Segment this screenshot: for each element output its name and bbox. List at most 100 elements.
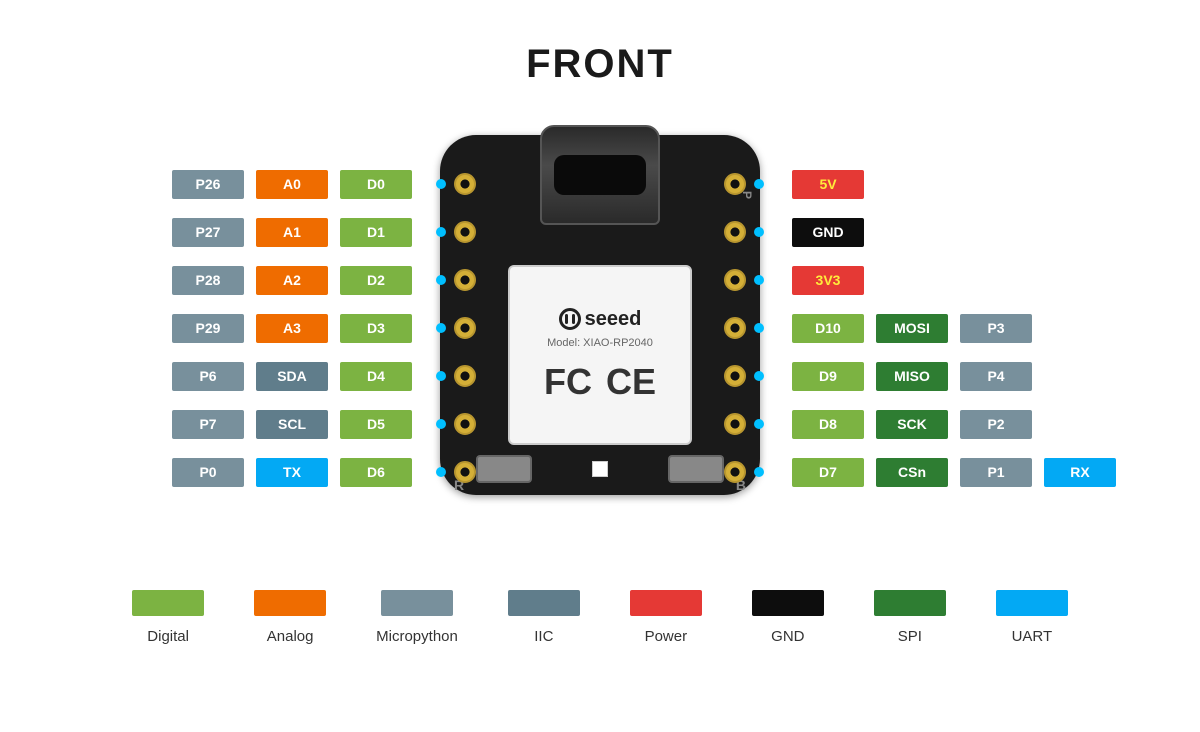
legend-label: Power: [645, 628, 688, 645]
legend-swatch-uart: [996, 590, 1068, 616]
pin-hole-right-0: [724, 173, 746, 195]
page-title: FRONT: [0, 42, 1200, 87]
legend-item-iic: IIC: [508, 590, 580, 645]
legend-swatch-iic: [508, 590, 580, 616]
pin-tag-p29: P29: [172, 314, 244, 343]
pin-tag-p4: P4: [960, 362, 1032, 391]
brand-text: seeed: [585, 308, 642, 331]
legend-swatch-digital: [132, 590, 204, 616]
pin-tag-d7: D7: [792, 458, 864, 487]
pin-tag-d8: D8: [792, 410, 864, 439]
seeed-logo: seeed: [559, 308, 642, 331]
pin-tag-d4: D4: [340, 362, 412, 391]
pin-hole-right-4: [724, 365, 746, 387]
pin-indicator-right-2: [754, 275, 764, 285]
pin-indicator-right-3: [754, 323, 764, 333]
pin-tag-p3: P3: [960, 314, 1032, 343]
pin-tag-miso: MISO: [876, 362, 948, 391]
pin-hole-left-2: [454, 269, 476, 291]
pin-hole-right-5: [724, 413, 746, 435]
rgb-led: [592, 461, 608, 477]
pin-tag-d10: D10: [792, 314, 864, 343]
model-text: Model: XIAO-RP2040: [547, 337, 653, 349]
pin-tag-p7: P7: [172, 410, 244, 439]
legend-item-spi: SPI: [874, 590, 946, 645]
pin-indicator-left-6: [436, 467, 446, 477]
pin-tag-p28: P28: [172, 266, 244, 295]
legend-swatch-spi: [874, 590, 946, 616]
pin-hole-left-1: [454, 221, 476, 243]
pin-tag-rx: RX: [1044, 458, 1116, 487]
pin-tag-csn: CSn: [876, 458, 948, 487]
pin-tag-5v: 5V: [792, 170, 864, 199]
pin-tag-p26: P26: [172, 170, 244, 199]
pin-tag-sck: SCK: [876, 410, 948, 439]
legend-item-uart: UART: [996, 590, 1068, 645]
pin-tag-d0: D0: [340, 170, 412, 199]
pin-hole-left-3: [454, 317, 476, 339]
pin-tag-a0: A0: [256, 170, 328, 199]
legend-item-gnd: GND: [752, 590, 824, 645]
pin-hole-left-6: [454, 461, 476, 483]
button-left: [476, 455, 532, 483]
rf-shield: seeed Model: XIAO-RP2040 FC CE: [508, 265, 692, 445]
legend-item-micropython: Micropython: [376, 590, 458, 645]
legend-swatch-gnd: [752, 590, 824, 616]
usb-c-connector: [540, 125, 660, 225]
pin-indicator-left-3: [436, 323, 446, 333]
legend-label: Digital: [147, 628, 189, 645]
pin-indicator-left-5: [436, 419, 446, 429]
pin-tag-d2: D2: [340, 266, 412, 295]
pin-tag-d1: D1: [340, 218, 412, 247]
legend-swatch-micropython: [381, 590, 453, 616]
button-right: [668, 455, 724, 483]
board-graphic: seeed Model: XIAO-RP2040 FC CE R B P: [440, 115, 760, 515]
legend: Digital Analog Micropython IIC Power GND SPI UA…: [0, 590, 1200, 645]
pin-tag-gnd: GND: [792, 218, 864, 247]
pin-tag-a2: A2: [256, 266, 328, 295]
pin-tag-sda: SDA: [256, 362, 328, 391]
pin-tag-p27: P27: [172, 218, 244, 247]
pin-tag-d5: D5: [340, 410, 412, 439]
pin-tag-scl: SCL: [256, 410, 328, 439]
ce-mark: CE: [606, 361, 656, 403]
pin-hole-left-4: [454, 365, 476, 387]
pcb-outline: seeed Model: XIAO-RP2040 FC CE R B P: [440, 135, 760, 495]
pin-tag-p1: P1: [960, 458, 1032, 487]
pin-tag-d6: D6: [340, 458, 412, 487]
pin-tag-3v3: 3V3: [792, 266, 864, 295]
pin-indicator-left-0: [436, 179, 446, 189]
pin-hole-left-5: [454, 413, 476, 435]
pin-indicator-left-2: [436, 275, 446, 285]
pin-tag-tx: TX: [256, 458, 328, 487]
pin-indicator-left-4: [436, 371, 446, 381]
legend-item-analog: Analog: [254, 590, 326, 645]
legend-label: Analog: [267, 628, 314, 645]
pin-hole-left-0: [454, 173, 476, 195]
legend-swatch-analog: [254, 590, 326, 616]
pin-tag-mosi: MOSI: [876, 314, 948, 343]
pin-indicator-right-1: [754, 227, 764, 237]
pin-indicator-right-4: [754, 371, 764, 381]
pin-tag-d3: D3: [340, 314, 412, 343]
pin-tag-p2: P2: [960, 410, 1032, 439]
pin-tag-d9: D9: [792, 362, 864, 391]
pin-tag-a3: A3: [256, 314, 328, 343]
fcc-mark: FC: [544, 361, 592, 403]
legend-label: SPI: [898, 628, 922, 645]
pin-tag-a1: A1: [256, 218, 328, 247]
pin-indicator-left-1: [436, 227, 446, 237]
legend-label: GND: [771, 628, 804, 645]
pin-tag-p6: P6: [172, 362, 244, 391]
pin-indicator-right-5: [754, 419, 764, 429]
legend-label: IIC: [534, 628, 553, 645]
certifications: FC CE: [544, 361, 656, 403]
legend-item-power: Power: [630, 590, 702, 645]
pin-tag-p0: P0: [172, 458, 244, 487]
pin-hole-right-3: [724, 317, 746, 339]
legend-label: UART: [1012, 628, 1053, 645]
legend-swatch-power: [630, 590, 702, 616]
pin-indicator-right-0: [754, 179, 764, 189]
pin-hole-right-2: [724, 269, 746, 291]
pin-indicator-right-6: [754, 467, 764, 477]
